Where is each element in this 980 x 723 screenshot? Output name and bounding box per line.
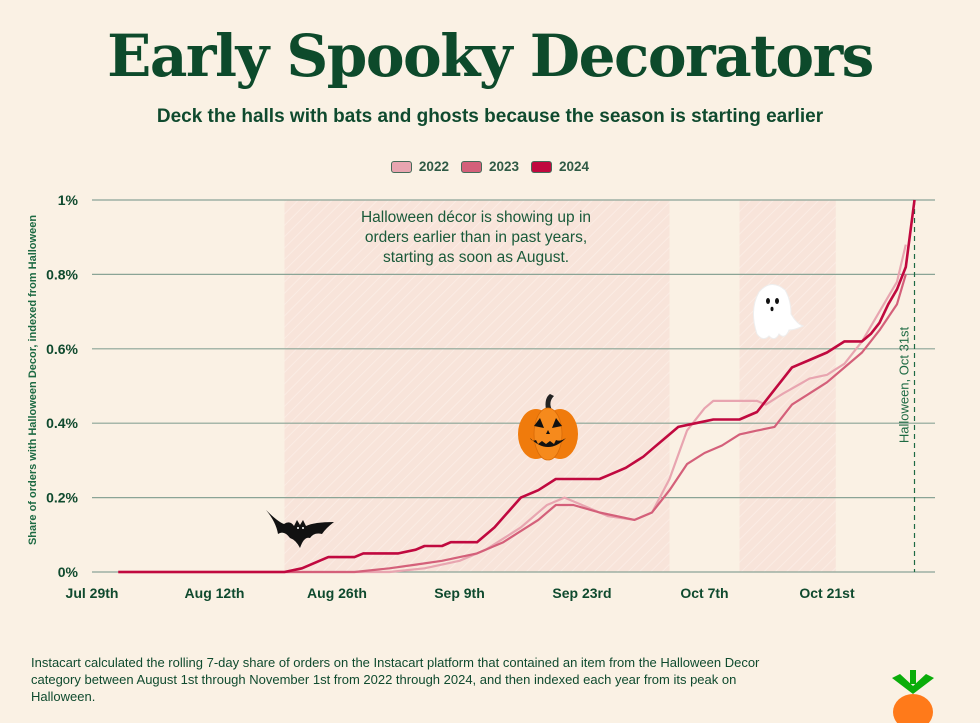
carrot-logo-icon bbox=[892, 670, 934, 723]
bat-icon bbox=[266, 510, 334, 548]
legend-label-2023: 2023 bbox=[488, 159, 520, 174]
legend-swatch-2023 bbox=[460, 160, 482, 173]
annotation-line: starting as soon as August. bbox=[383, 249, 569, 266]
x-tick-label: Sep 23rd bbox=[552, 585, 611, 601]
series-line-2024 bbox=[118, 199, 916, 574]
highlight-band-0 bbox=[284, 200, 670, 572]
page-title: Early Spooky Decorators bbox=[107, 22, 874, 90]
legend-item-2023: 2023 bbox=[460, 159, 520, 174]
y-tick-label: 0.8% bbox=[46, 266, 78, 282]
annotation-line: orders earlier than in past years, bbox=[365, 229, 587, 246]
x-tick-label: Aug 12th bbox=[185, 585, 245, 601]
x-tick-label: Oct 21st bbox=[799, 585, 855, 601]
ghost-icon bbox=[753, 284, 805, 340]
halloween-reference-label: Halloween, Oct 31st bbox=[897, 326, 912, 443]
annotation-text: Halloween décor is showing up in orders e… bbox=[361, 209, 591, 266]
legend-swatch-2024 bbox=[531, 160, 553, 173]
y-tick-label: 0.2% bbox=[46, 490, 78, 506]
y-tick-label: 0.6% bbox=[46, 341, 78, 357]
legend-swatch-2022 bbox=[390, 160, 412, 173]
x-tick-label: Jul 29th bbox=[66, 585, 119, 601]
x-tick-label: Oct 7th bbox=[680, 585, 728, 601]
series-line-2023 bbox=[118, 274, 907, 574]
legend-item-2024: 2024 bbox=[531, 159, 589, 174]
legend: 2022 2023 2024 bbox=[0, 159, 980, 174]
x-tick-label: Sep 9th bbox=[434, 585, 485, 601]
y-tick-label: 0.4% bbox=[46, 415, 78, 431]
legend-item-2022: 2022 bbox=[390, 159, 449, 174]
y-tick-label: 1% bbox=[58, 192, 79, 208]
y-tick-label: 0% bbox=[58, 564, 79, 580]
legend-label-2022: 2022 bbox=[418, 159, 449, 174]
footer-note: Instacart calculated the rolling 7-day s… bbox=[31, 655, 760, 704]
annotation-line: Halloween décor is showing up in bbox=[361, 209, 591, 226]
legend-label-2024: 2024 bbox=[559, 159, 590, 174]
page-subtitle: Deck the halls with bats and ghosts beca… bbox=[156, 106, 824, 127]
x-tick-label: Aug 26th bbox=[307, 585, 367, 601]
pumpkin-icon bbox=[518, 394, 578, 461]
